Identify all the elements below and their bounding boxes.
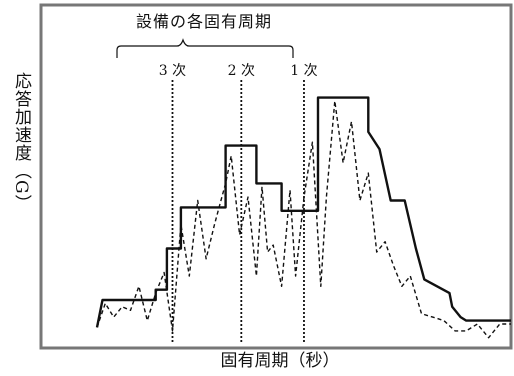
mode-label-2nd: 2 次 bbox=[227, 63, 255, 79]
x-axis-label: 固有周期（秒） bbox=[220, 351, 340, 371]
mode-label-3rd: 3 次 bbox=[158, 63, 187, 79]
mode-label-1st: 1 次 bbox=[290, 63, 318, 79]
plot-frame bbox=[39, 3, 513, 350]
y-axis-label: 応答加速度（G） bbox=[11, 72, 31, 213]
series-solid-line bbox=[95, 96, 511, 328]
series-dashed-line bbox=[96, 100, 511, 339]
series-layer bbox=[95, 96, 511, 339]
mode-group-bracket bbox=[116, 38, 294, 58]
mode-group-title: 設備の各固有周期 bbox=[135, 12, 272, 31]
